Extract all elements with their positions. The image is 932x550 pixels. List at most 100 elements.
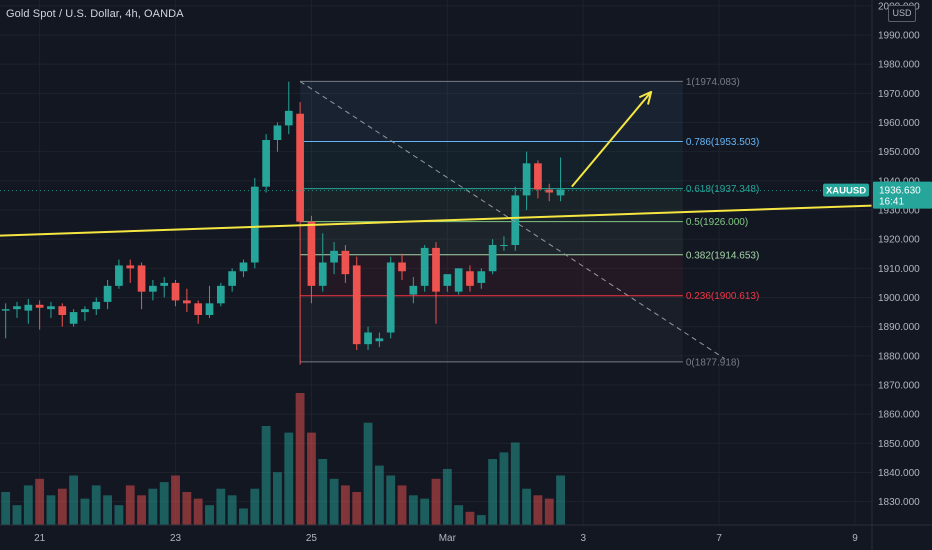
candle-body[interactable] [205, 303, 214, 315]
volume-bar [329, 478, 339, 525]
candle-body[interactable] [24, 304, 33, 311]
volume-bar [227, 495, 237, 525]
candle-body[interactable] [454, 268, 463, 292]
candle-body[interactable] [69, 312, 78, 324]
volume-bar [1, 492, 11, 525]
fib-level-label: 0.786(1953.503) [686, 137, 759, 148]
candle-body[interactable] [1, 309, 10, 311]
candle-body[interactable] [149, 285, 157, 292]
volume-bar [148, 488, 158, 525]
candle-body[interactable] [488, 245, 497, 272]
candle-body[interactable] [273, 125, 282, 140]
candle-body[interactable] [126, 265, 135, 269]
candle-body[interactable] [194, 303, 203, 315]
candle-body[interactable] [432, 247, 440, 292]
candle-body[interactable] [115, 265, 123, 286]
volume-bar [159, 482, 169, 525]
candle-body[interactable] [466, 271, 474, 286]
candle-body[interactable] [477, 271, 486, 283]
y-tick-label: 1860.000 [878, 410, 920, 421]
candle-body[interactable] [352, 265, 361, 345]
candle-body[interactable] [47, 306, 55, 310]
volume-bars [1, 393, 565, 525]
x-tick-label: 23 [170, 533, 182, 544]
fib-level-label: 1(1974.083) [686, 77, 740, 88]
candle-body[interactable] [183, 300, 191, 304]
candle-body[interactable] [216, 285, 225, 304]
candle-body[interactable] [386, 262, 395, 333]
candle-body[interactable] [228, 271, 237, 286]
candle-body[interactable] [35, 304, 44, 308]
candle-countdown-label: 16:41 [879, 197, 904, 208]
candle-body[interactable] [92, 301, 101, 310]
candle-body[interactable] [341, 250, 350, 275]
symbol-label: XAUUSD [826, 186, 866, 197]
y-tick-label: 1980.000 [878, 60, 920, 71]
candle-body[interactable] [409, 285, 418, 295]
candle-body[interactable] [375, 338, 384, 342]
volume-bar [544, 498, 554, 525]
volume-bar [114, 505, 124, 525]
volume-bar [363, 422, 373, 525]
fib-zone [300, 81, 683, 142]
volume-bar [171, 475, 180, 525]
candle-body[interactable] [137, 265, 146, 292]
candle-body[interactable] [511, 195, 520, 245]
y-tick-label: 1880.000 [878, 351, 920, 362]
volume-bar [35, 478, 45, 525]
candle-body[interactable] [443, 274, 452, 286]
projection-arrow-line[interactable] [571, 91, 652, 188]
volume-bar [442, 468, 452, 525]
volume-bar [261, 426, 271, 525]
volume-bar [23, 485, 33, 525]
candle-body[interactable] [103, 285, 112, 302]
volume-bar [12, 505, 22, 525]
candle-body[interactable] [398, 262, 406, 272]
candle-body[interactable] [522, 163, 531, 196]
symbol-tag-box [823, 183, 869, 197]
candlesticks[interactable] [1, 81, 565, 365]
candle-body[interactable] [556, 189, 565, 196]
candle-body[interactable] [239, 262, 248, 272]
fib-level-label: 0.236(1900.613) [686, 291, 759, 302]
candle-body[interactable] [364, 332, 372, 345]
candle-body[interactable] [160, 282, 169, 286]
x-axis[interactable]: 21 23 25 Mar 3 7 9 [34, 533, 858, 544]
candle-body[interactable] [250, 186, 259, 263]
candle-body[interactable] [284, 110, 293, 126]
candle-body[interactable] [58, 306, 67, 315]
candle-body[interactable] [296, 113, 304, 222]
candle-body[interactable] [420, 247, 429, 286]
chart-title: Gold Spot / U.S. Dollar, 4h, OANDA [6, 8, 184, 20]
candle-body[interactable] [330, 250, 338, 263]
candle-body[interactable] [500, 245, 508, 246]
candle-body[interactable] [81, 309, 89, 313]
candle-body[interactable] [13, 306, 21, 310]
y-axis[interactable]: 2000.0001990.0001980.0001970.0001960.000… [878, 1, 920, 508]
y-tick-label: 1990.000 [878, 31, 920, 42]
support-trendline[interactable] [0, 204, 873, 237]
candle-body[interactable] [307, 221, 316, 286]
y-tick-label: 1930.000 [878, 206, 920, 217]
candle-body[interactable] [545, 189, 554, 193]
volume-bar [386, 475, 396, 525]
volume-bar [193, 498, 203, 525]
currency-button[interactable]: USD [888, 5, 916, 22]
y-tick-label: 1870.000 [878, 381, 920, 392]
volume-bar [533, 495, 543, 525]
candle-body[interactable] [318, 262, 327, 286]
volume-bar [318, 459, 328, 525]
x-tick-label: 7 [716, 533, 722, 544]
volume-bar [205, 505, 214, 525]
fib-trend-dashed-line[interactable] [299, 81, 726, 360]
fib-zone [300, 141, 683, 189]
candle-body[interactable] [171, 282, 180, 301]
candle-body[interactable] [262, 140, 270, 187]
drawing-overlays[interactable] [0, 81, 873, 360]
volume-bar [250, 488, 260, 525]
volume-bar [284, 432, 294, 525]
volume-bar [69, 475, 79, 525]
candle-body[interactable] [534, 163, 542, 190]
x-tick-label: 9 [852, 533, 858, 544]
